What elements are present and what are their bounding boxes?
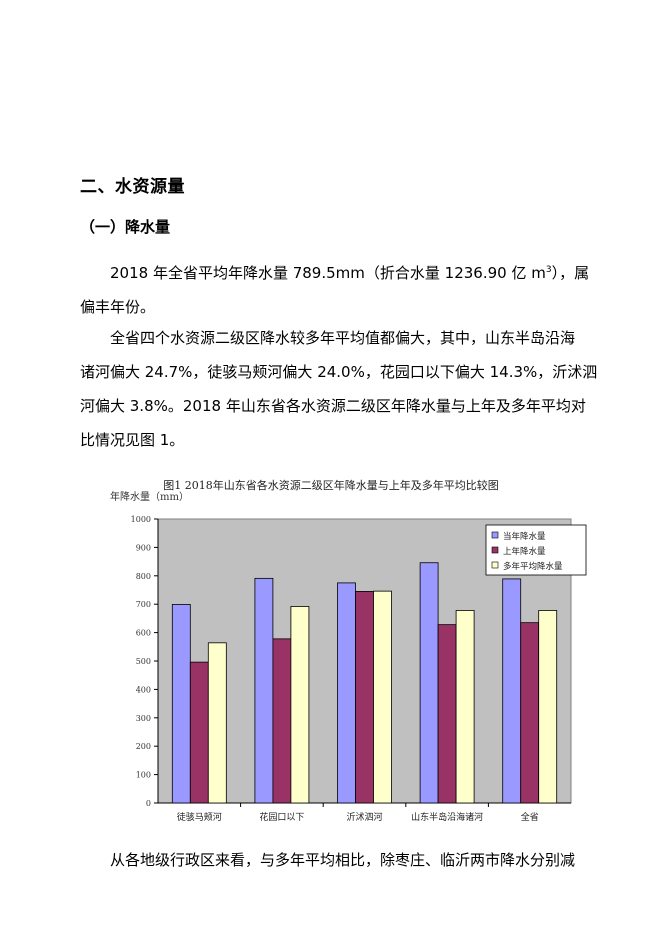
y-tick-label: 500 xyxy=(136,657,151,666)
legend-label: 当年降水量 xyxy=(503,531,546,542)
y-tick-label: 1000 xyxy=(131,515,151,524)
y-tick-label: 800 xyxy=(136,572,151,581)
chart-title: 图1 2018年山东省各水资源二级区年降水量与上年及多年平均比较图 xyxy=(163,479,499,492)
bar xyxy=(254,577,274,804)
paragraph-line: 2018 年全省平均年降水量 789.5mm（折合水量 1236.90 亿 m3… xyxy=(110,264,590,282)
legend-swatch xyxy=(491,546,499,554)
bar xyxy=(455,610,475,804)
legend-swatch xyxy=(491,561,499,569)
paragraph-prefecture-comparison: 从各地级行政区来看，与多年平均相比，除枣庄、临沂两市降水分别减 xyxy=(80,843,600,877)
paragraph-line: 诸河偏大 24.7%，徒骇马颊河偏大 24.0%，花园口以下偏大 14.3%，沂… xyxy=(80,363,598,381)
y-tick-label: 0 xyxy=(146,799,151,808)
paragraph-annual-precipitation: 2018 年全省平均年降水量 789.5mm（折合水量 1236.90 亿 m3… xyxy=(80,253,600,324)
y-tick-label: 900 xyxy=(136,543,151,552)
subsection-heading: （一）降水量 xyxy=(80,218,171,236)
paragraph-line: 全省四个水资源二级区降水较多年平均值都偏大，其中，山东半岛沿海 xyxy=(110,329,576,347)
bar xyxy=(437,624,457,804)
bar xyxy=(355,591,374,804)
bar xyxy=(337,582,356,804)
superscript: 3 xyxy=(545,265,552,275)
bar xyxy=(373,590,392,804)
x-tick-label: 沂沭泗河 xyxy=(346,811,382,823)
x-tick-label: 山东半岛沿海诸河 xyxy=(411,811,483,823)
y-tick-label: 100 xyxy=(136,771,151,780)
y-tick-label: 700 xyxy=(136,600,151,609)
x-tick-label: 徒骇马颊河 xyxy=(177,811,222,823)
bar xyxy=(538,610,558,804)
section-heading: 二、水资源量 xyxy=(80,177,185,197)
paragraph-line: 从各地级行政区来看，与多年平均相比，除枣庄、临沂两市降水分别减 xyxy=(110,851,576,869)
bar xyxy=(502,578,522,804)
bar xyxy=(419,562,439,804)
legend-label: 上年降水量 xyxy=(503,546,546,557)
bar xyxy=(189,661,209,804)
x-tick-label: 花园口以下 xyxy=(259,811,304,823)
y-tick-label: 200 xyxy=(136,742,151,751)
paragraph-line: 比情况见图 1。 xyxy=(80,431,185,449)
paragraph-regional-comparison: 全省四个水资源二级区降水较多年平均值都偏大，其中，山东半岛沿海 诸河偏大 24.… xyxy=(80,321,600,457)
legend-swatch xyxy=(491,531,499,539)
bar xyxy=(207,642,227,804)
legend-box xyxy=(485,524,587,576)
y-tick-label: 300 xyxy=(136,714,151,723)
bar xyxy=(272,638,292,804)
bar xyxy=(290,606,310,804)
bar xyxy=(520,622,540,804)
y-tick-label: 600 xyxy=(136,629,151,638)
y-axis-label: 年降水量（mm） xyxy=(110,490,189,503)
paragraph-line: 河偏大 3.8%。2018 年山东省各水资源二级区年降水量与上年及多年平均对 xyxy=(80,397,586,415)
legend-label: 多年平均降水量 xyxy=(503,561,563,572)
y-tick-label: 400 xyxy=(136,685,151,694)
x-tick-label: 全省 xyxy=(521,811,539,823)
paragraph-line: 偏丰年份。 xyxy=(80,298,156,316)
bar xyxy=(171,604,191,804)
